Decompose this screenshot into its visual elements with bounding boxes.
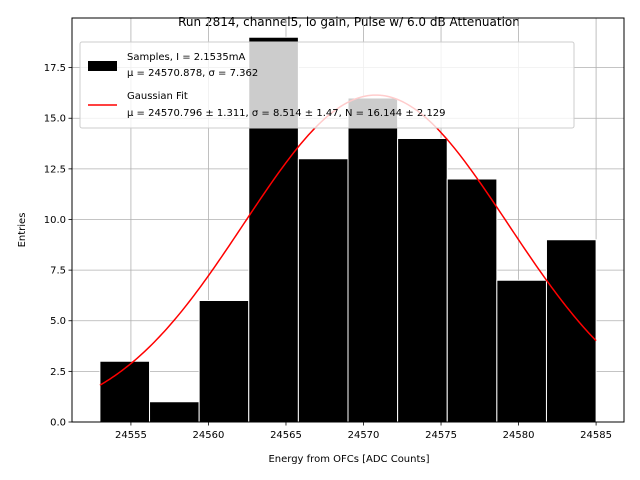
histogram-bar: [99, 360, 151, 423]
y-tick-label: 10.0: [44, 215, 66, 226]
histogram-bar: [545, 239, 597, 423]
legend: Samples, I = 2.1535mA μ = 24570.878, σ =…: [79, 41, 575, 129]
histogram-bar: [347, 97, 399, 423]
axis-ticks: 24555 24560 24565 24570 24575 24580 24585 0.0 2.…: [44, 63, 612, 441]
histogram-bar: [198, 299, 250, 423]
y-tick-label: 2.5: [50, 367, 66, 378]
x-axis-label: Energy from OFCs [ADC Counts]: [268, 454, 429, 465]
y-tick-label: 7.5: [50, 266, 66, 277]
x-tick-label: 24555: [115, 430, 147, 441]
histogram-bar: [149, 401, 200, 423]
histogram-bar: [496, 279, 547, 423]
x-tick-label: 24560: [193, 430, 225, 441]
y-tick-label: 17.5: [44, 63, 66, 74]
histogram-bar: [446, 178, 498, 423]
x-tick-label: 24570: [348, 430, 380, 441]
chart-title: Run 2814, channel5, lo gain, Pulse w/ 6.…: [178, 15, 520, 29]
y-tick-label: 0.0: [50, 418, 66, 429]
y-tick-label: 12.5: [44, 164, 66, 175]
y-axis-label: Entries: [17, 213, 28, 248]
legend-swatch-samples: [88, 61, 117, 71]
x-tick-label: 24580: [503, 430, 535, 441]
x-tick-label: 24565: [270, 430, 302, 441]
x-tick-label: 24585: [580, 430, 612, 441]
histogram-bars: [99, 36, 597, 423]
plot-frame: [71, 17, 625, 423]
y-tick-label: 5.0: [50, 316, 66, 327]
legend-label-samples: Samples, I = 2.1535mA: [127, 52, 245, 63]
x-tick-label: 24575: [425, 430, 457, 441]
histogram-bar: [297, 158, 349, 423]
legend-label-fit: Gaussian Fit: [127, 91, 188, 102]
histogram-bar: [397, 137, 448, 423]
legend-label-fit-stats: μ = 24570.796 ± 1.311, σ = 8.514 ± 1.47,…: [127, 108, 446, 119]
legend-frame: [79, 41, 575, 129]
y-tick-label: 15.0: [44, 114, 66, 125]
legend-label-samples-stats: μ = 24570.878, σ = 7.362: [127, 68, 258, 79]
